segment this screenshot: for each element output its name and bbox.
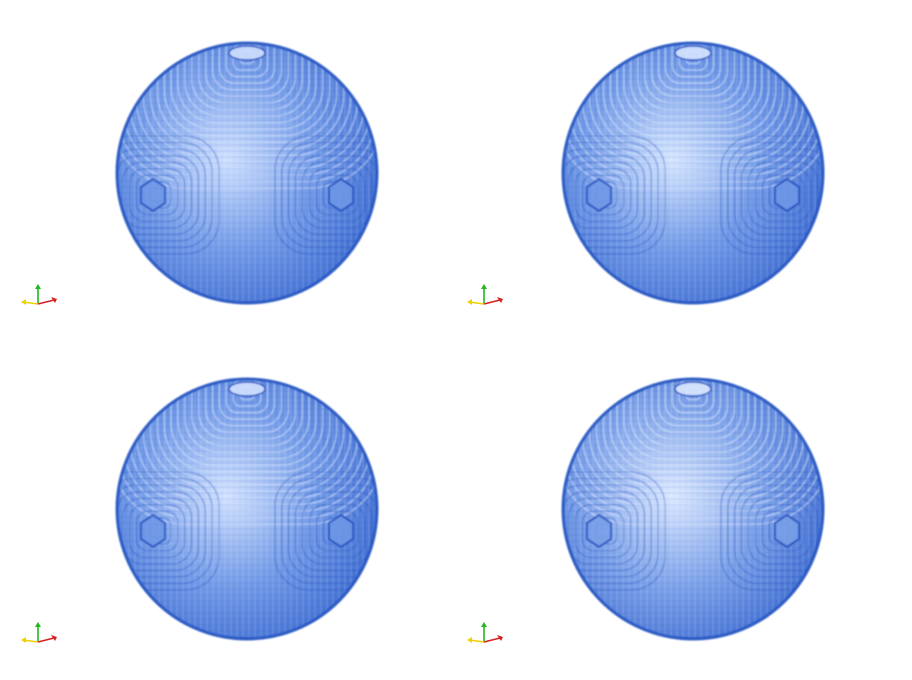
axes-triad-icon xyxy=(21,284,57,305)
axes-triad-bottom-left xyxy=(20,620,60,650)
axes-triad-top-left xyxy=(20,282,60,312)
sphere-panel-top-left xyxy=(24,6,470,340)
axes-triad-bottom-right xyxy=(466,620,506,650)
voxel-sphere-top-right xyxy=(561,41,825,305)
voxel-sphere-bottom-left xyxy=(115,377,379,641)
sphere-panel-bottom-right xyxy=(470,342,912,676)
axes-triad-icon xyxy=(467,622,503,643)
axes-triad-icon xyxy=(467,284,503,305)
sphere-panel-bottom-left xyxy=(24,342,470,676)
sphere-panel-top-right xyxy=(470,6,912,340)
voxel-sphere-bottom-right xyxy=(561,377,825,641)
voxel-sphere-top-left xyxy=(115,41,379,305)
axes-triad-icon xyxy=(21,622,57,643)
axes-triad-top-right xyxy=(466,282,506,312)
